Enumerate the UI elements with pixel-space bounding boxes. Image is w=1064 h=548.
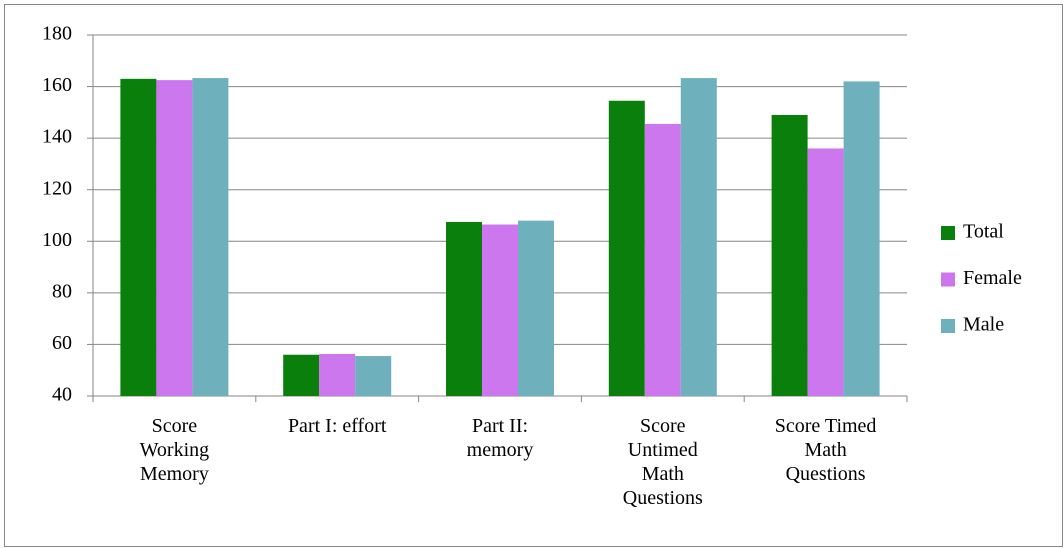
y-tick-label: 80	[52, 280, 72, 302]
bar	[120, 78, 157, 396]
legend-swatch	[941, 226, 955, 240]
chart-border	[4, 4, 1063, 547]
y-tick-label: 180	[42, 23, 72, 45]
y-tick-label: 120	[42, 177, 72, 199]
y-tick-label: 100	[42, 229, 72, 251]
legend-swatch	[941, 319, 955, 333]
legend-label: Female	[963, 267, 1022, 289]
x-tick-label: Part II: memory	[466, 415, 534, 461]
x-tick-label: Score Timed Math Questions	[774, 415, 877, 485]
x-tick-label: Score Working Memory	[139, 415, 210, 485]
bar	[518, 220, 554, 396]
x-tick-label: Score Untimed Math Questions	[622, 415, 703, 509]
y-tick-label: 40	[52, 384, 72, 406]
bar	[283, 354, 320, 396]
bar	[807, 148, 844, 396]
legend-label: Male	[963, 314, 1004, 336]
bar	[156, 80, 193, 396]
bar	[680, 78, 717, 397]
y-tick-label: 160	[42, 74, 72, 96]
y-tick-label: 140	[42, 126, 72, 148]
bar	[644, 123, 681, 396]
legend-label: Total	[963, 221, 1004, 243]
bar	[446, 221, 482, 396]
bar	[192, 78, 229, 397]
bar	[355, 356, 392, 396]
bar	[608, 100, 645, 396]
bar	[843, 81, 880, 397]
x-tick-label: Part I: effort	[287, 415, 387, 437]
legend-swatch	[941, 272, 955, 287]
y-tick-label: 60	[52, 332, 72, 354]
bar	[771, 114, 808, 396]
bar	[482, 224, 518, 396]
bar	[319, 353, 356, 396]
